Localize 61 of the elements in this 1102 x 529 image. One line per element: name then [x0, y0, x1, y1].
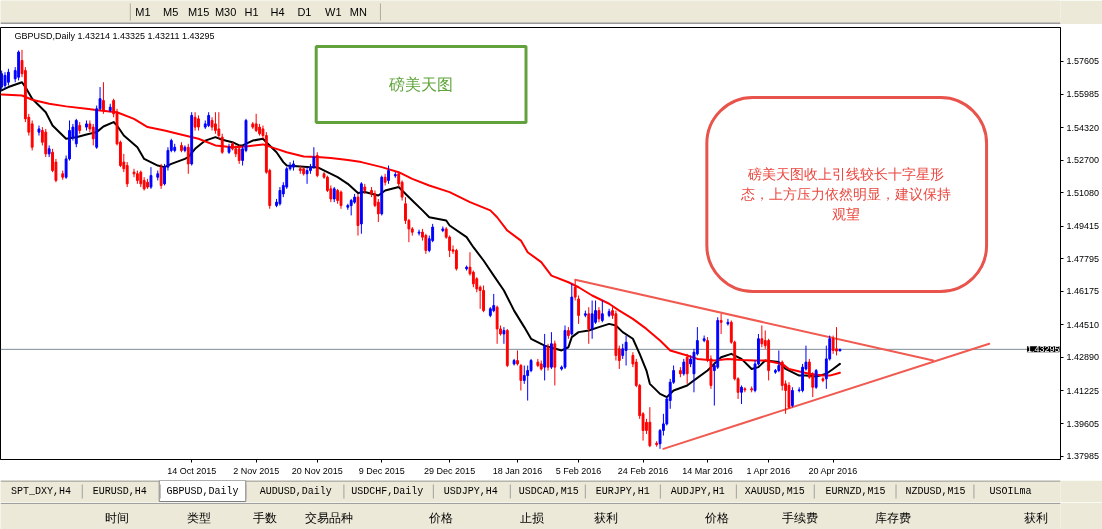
y-tick-label: 1.42890: [1066, 352, 1100, 363]
text: MN: [349, 5, 367, 18]
x-tick-label: 24 Feb 2016: [617, 465, 669, 476]
x-tick-label: 20 Apr 2016: [808, 465, 858, 476]
text: 时间: [104, 510, 129, 525]
x-tick-label: 5 Feb 2016: [555, 465, 602, 476]
text: 获利: [593, 510, 618, 525]
chart-title: GBPUSD,Daily 1.43214 1.43325 1.43211 1.43295: [14, 30, 215, 41]
y-tick-label: 1.37985: [1066, 451, 1100, 462]
text: USOILma: [989, 486, 1032, 497]
text: W1: [325, 5, 342, 18]
text: 止损: [520, 510, 545, 525]
text: EURNZD,M15: [825, 486, 886, 497]
text: 手续费: [781, 510, 818, 525]
x-tick-label: 14 Oct 2015: [167, 465, 217, 476]
y-tick-label: 1.57605: [1066, 56, 1100, 67]
text: D1: [297, 5, 312, 18]
text: AUDUSD,Daily: [259, 486, 332, 497]
annotation: 磅美天图: [388, 76, 454, 93]
text: 手数: [253, 510, 278, 525]
text: 价格: [704, 510, 730, 525]
x-tick-label: 14 Mar 2016: [682, 465, 733, 476]
y-tick-label: 1.46175: [1066, 286, 1100, 297]
text: H4: [270, 5, 285, 18]
text: SPT_DXY,H4: [10, 486, 71, 497]
text: GBPUSD,Daily: [166, 486, 239, 497]
x-tick-label: 2 Nov 2015: [233, 465, 280, 476]
text: EURJPY,H1: [595, 486, 650, 497]
y-tick-label: 1.41225: [1066, 385, 1100, 396]
text: 获利: [1024, 510, 1049, 525]
text: 交易品种: [305, 510, 354, 525]
text: M5: [163, 5, 179, 18]
y-tick-label: 1.44510: [1066, 319, 1100, 330]
x-tick-label: 29 Dec 2015: [424, 465, 476, 476]
text: M1: [135, 5, 151, 18]
text: XAUUSD,M15: [744, 486, 805, 497]
y-tick-label: 1.52700: [1066, 155, 1100, 166]
text: USDJPY,H4: [443, 486, 498, 497]
text: USDCHF,Daily: [351, 486, 424, 497]
text: 类型: [186, 510, 211, 525]
y-tick-label: 1.54320: [1066, 122, 1100, 133]
x-tick-label: 18 Jan 2016: [492, 465, 543, 476]
text: M15: [187, 5, 210, 18]
y-tick-label: 1.47795: [1066, 253, 1100, 264]
text: H1: [244, 5, 259, 18]
ref-line-label: 1.43295: [1026, 344, 1060, 355]
x-tick-label: 1 Apr 2016: [746, 465, 791, 476]
text: NZDUSD,M15: [905, 486, 966, 497]
text: 价格: [428, 510, 454, 525]
text: 库存费: [875, 510, 912, 525]
annotation: 磅美天图收上引线较长十字星形态，上方压力依然明显，建议保持观望: [739, 165, 951, 222]
text: M30: [214, 5, 237, 18]
text: AUDJPY,H1: [670, 486, 725, 497]
y-tick-label: 1.49415: [1066, 221, 1100, 232]
y-tick-label: 1.51080: [1066, 187, 1100, 198]
x-tick-label: 9 Dec 2015: [358, 465, 405, 476]
text: USDCAD,M15: [518, 486, 579, 497]
x-tick-label: 20 Nov 2015: [291, 465, 343, 476]
y-tick-label: 1.55985: [1066, 89, 1100, 99]
y-tick-label: 1.39605: [1066, 418, 1100, 429]
text: EURUSD,H4: [92, 486, 147, 497]
